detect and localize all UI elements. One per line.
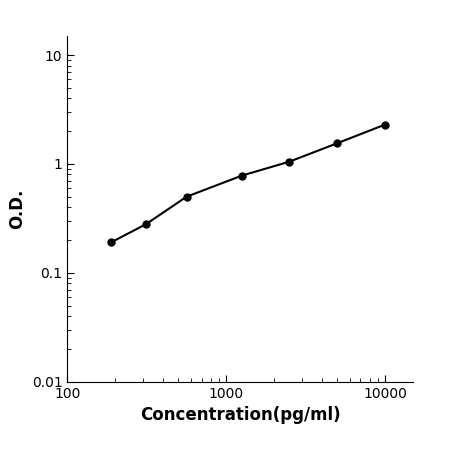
- X-axis label: Concentration(pg/ml): Concentration(pg/ml): [140, 406, 340, 424]
- Y-axis label: O.D.: O.D.: [8, 189, 26, 229]
